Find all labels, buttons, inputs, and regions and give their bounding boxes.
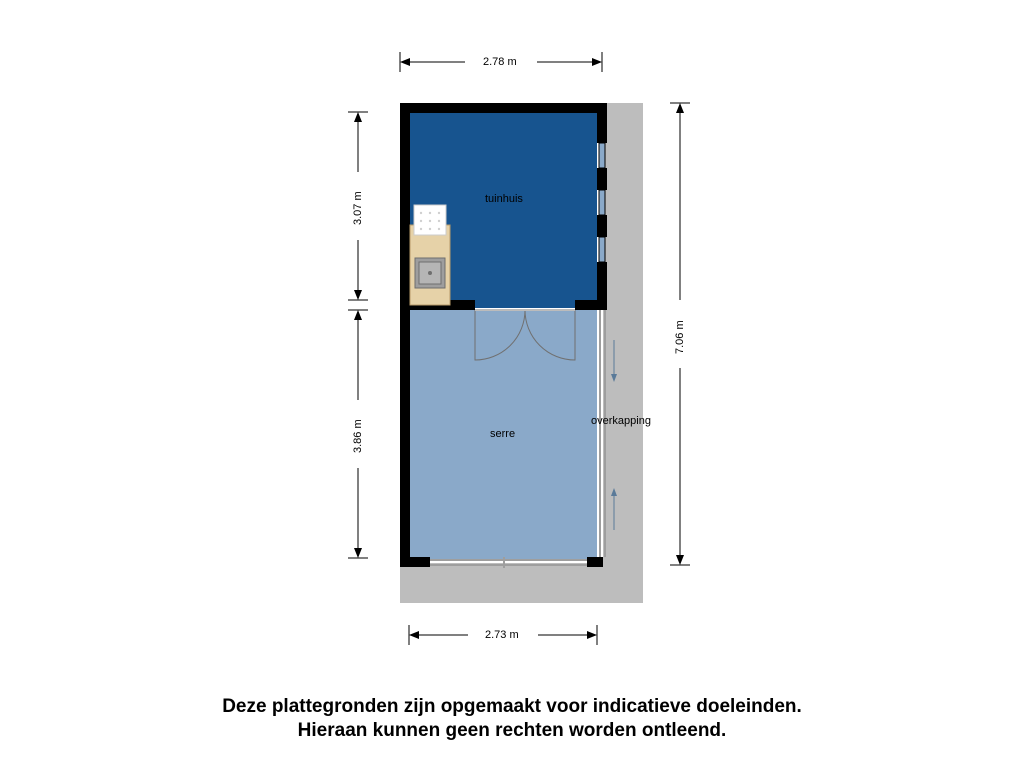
wall-bot-right bbox=[587, 557, 603, 567]
sink-drain bbox=[428, 271, 432, 275]
overkapping-right bbox=[603, 103, 643, 603]
wall-top bbox=[400, 103, 607, 113]
wall-right-seg2 bbox=[597, 168, 607, 190]
wall-right-seg3 bbox=[597, 215, 607, 237]
dim-right-text: 7.06 m bbox=[674, 320, 686, 354]
label-serre: serre bbox=[490, 428, 515, 440]
overkapping-bottom bbox=[400, 563, 643, 603]
wall-mid-right bbox=[575, 300, 607, 310]
window-r1 bbox=[599, 143, 605, 168]
label-overkapping: overkapping bbox=[591, 415, 651, 427]
disclaimer-line2: Hieraan kunnen geen rechten worden ontle… bbox=[298, 720, 727, 741]
dim-bottom-text: 2.73 m bbox=[485, 629, 519, 641]
dim-left2-text: 3.86 m bbox=[352, 419, 364, 453]
wall-left bbox=[400, 103, 410, 567]
label-tuinhuis: tuinhuis bbox=[485, 193, 523, 205]
wall-bot-left bbox=[400, 557, 430, 567]
window-r3 bbox=[599, 237, 605, 262]
wall-right-seg1 bbox=[597, 103, 607, 143]
dim-left1-text: 3.07 m bbox=[352, 191, 364, 225]
floorplan-canvas: tuinhuis serre overkapping 2.78 m 2.73 m… bbox=[0, 0, 1024, 768]
dim-top-text: 2.78 m bbox=[483, 56, 517, 68]
disclaimer-line1: Deze plattegronden zijn opgemaakt voor i… bbox=[222, 696, 802, 717]
disclaimer: Deze plattegronden zijn opgemaakt voor i… bbox=[0, 695, 1024, 743]
window-r2 bbox=[599, 190, 605, 215]
floorplan-svg bbox=[0, 0, 1024, 768]
